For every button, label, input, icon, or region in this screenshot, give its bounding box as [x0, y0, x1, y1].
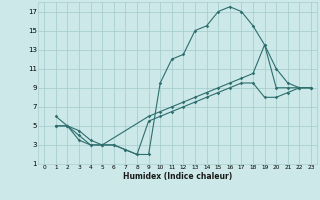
- X-axis label: Humidex (Indice chaleur): Humidex (Indice chaleur): [123, 172, 232, 181]
